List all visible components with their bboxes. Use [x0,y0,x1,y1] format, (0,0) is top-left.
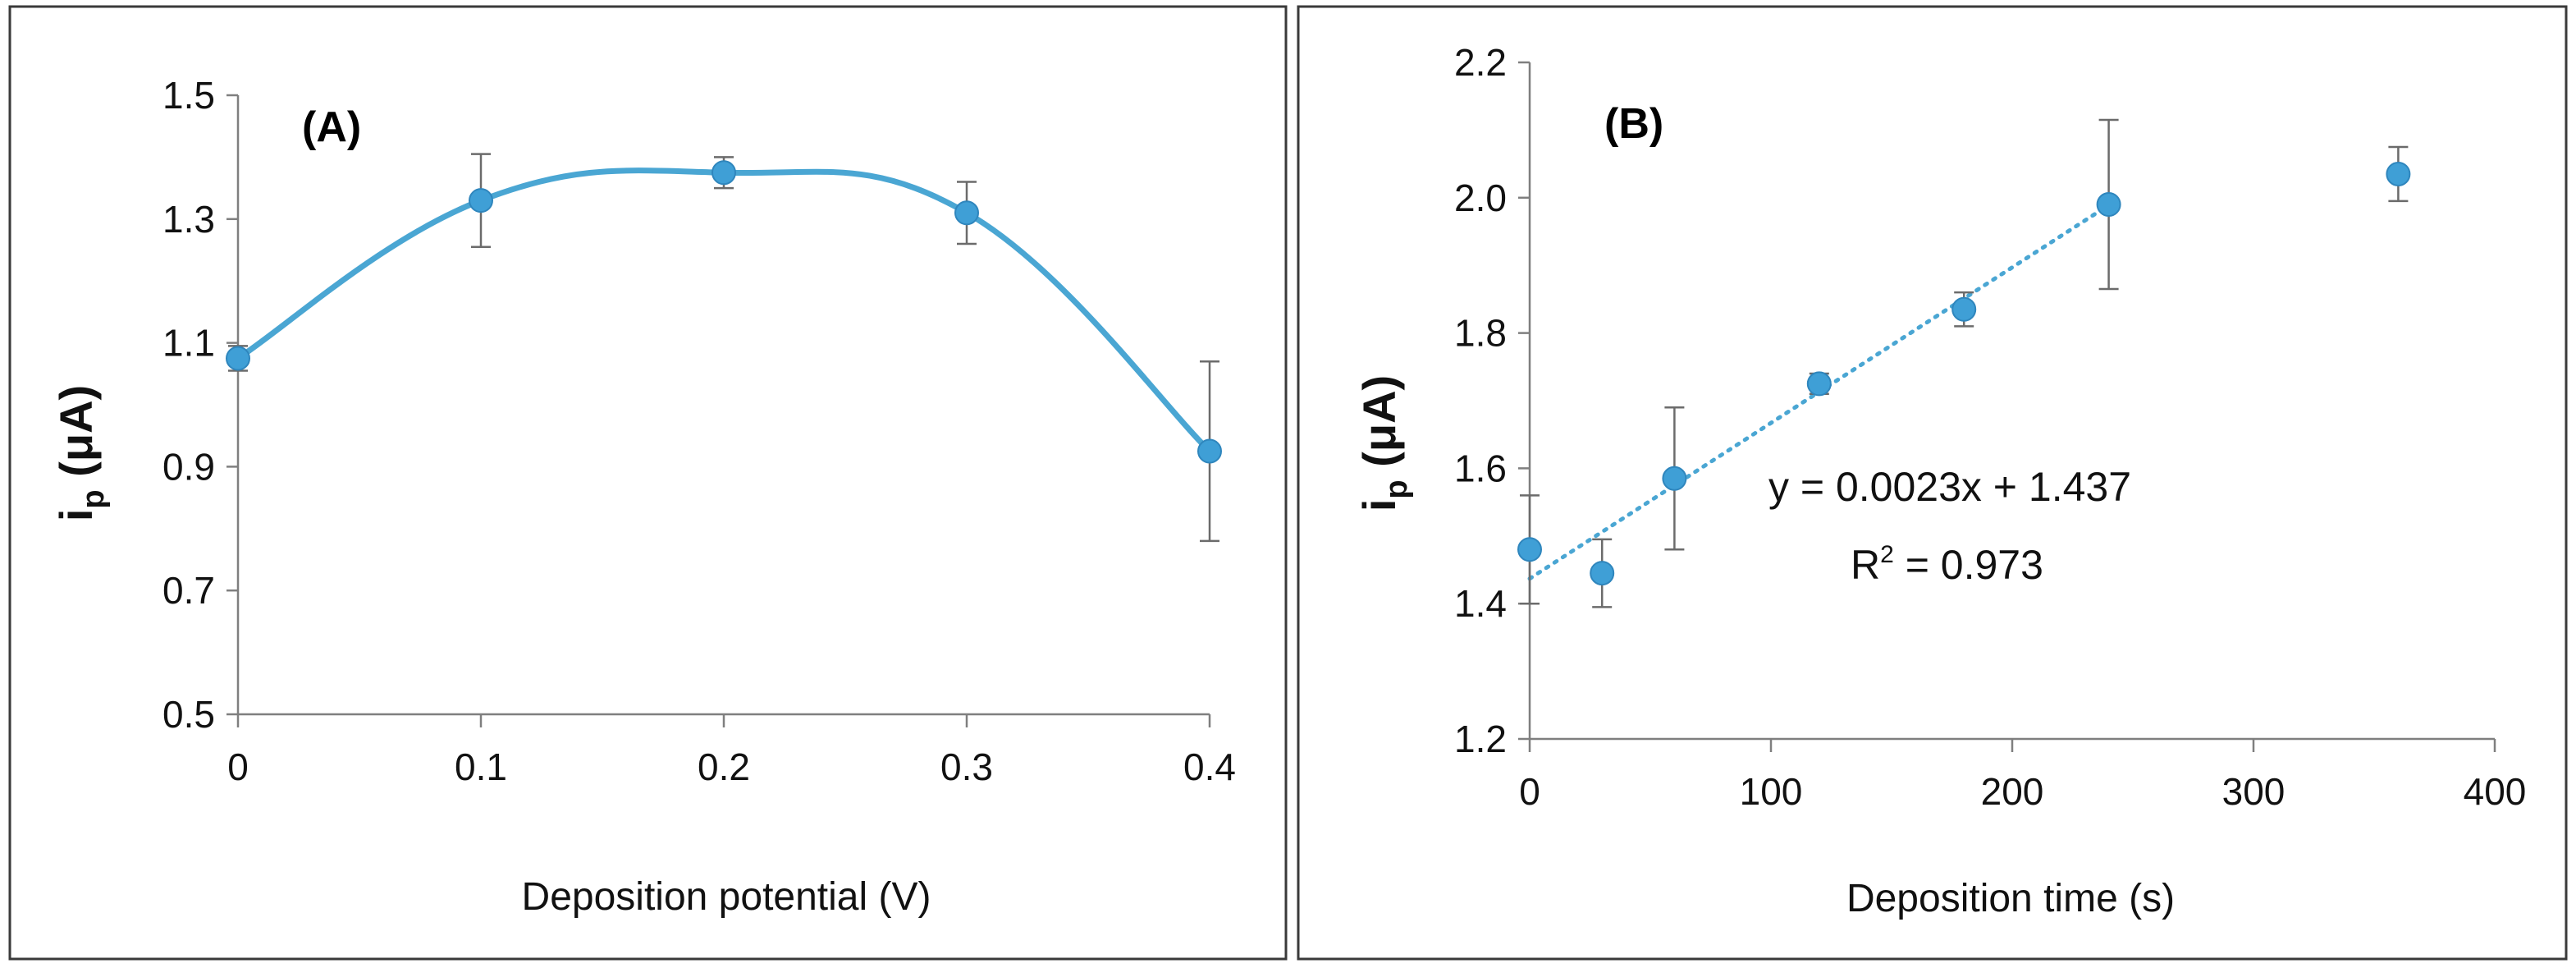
x-tick-label: 0.3 [940,745,993,788]
panel-a: (A) Deposition potential (V) ip (μA) 0.5… [50,74,1236,919]
y-tick-label: 1.8 [1454,312,1507,355]
x-tick-label: 0 [227,745,249,788]
panel-a-ylabel-unit: (μA) [50,385,102,490]
panel-a-frame [8,5,1288,961]
series-line [236,167,1212,454]
x-tick-label: 0.4 [1183,745,1236,788]
x-tick-label: 400 [2464,770,2527,813]
data-point [954,200,979,226]
y-tick-label: 0.9 [162,445,215,488]
panel-a-ylabel-sub: p [76,489,111,508]
data-point [711,160,736,186]
panel-b-label: (B) [1604,100,1663,148]
r-squared-main: R [1851,542,1880,588]
y-tick-label: 1.6 [1454,447,1507,489]
x-tick-label: 0 [1519,770,1540,813]
data-point [1590,561,1615,586]
y-tick-label: 0.7 [162,569,215,612]
x-tick-label: 100 [1740,770,1803,813]
panel-b-x-axis-label: Deposition time (s) [1846,877,2175,920]
data-point [1197,438,1222,464]
data-point [1951,296,1977,322]
data-point [226,346,250,371]
panel-b-ylabel-unit: (μA) [1353,375,1405,480]
y-tick-label: 1.5 [162,74,215,117]
x-tick-label: 300 [2222,770,2285,813]
panel-a-x-axis-label: Deposition potential (V) [522,875,931,919]
x-tick-label: 0.1 [455,745,507,788]
r-squared-label: R2 = 0.973 [1851,541,2043,588]
data-point [2096,192,2121,218]
trendline-equation: y = 0.0023x + 1.437 [1768,464,2131,510]
panel-b-ylabel-sub: p [1380,479,1414,498]
y-tick-label: 1.1 [162,322,215,365]
y-tick-label: 2.0 [1454,177,1507,219]
y-tick-label: 2.2 [1454,41,1507,84]
panel-b-ylabel-main: i [1353,499,1405,512]
data-point [1517,537,1542,562]
data-point [469,188,493,213]
panel-b-frame [1297,5,2568,961]
panel-b-y-axis-label: ip (μA) [1353,375,1414,512]
y-tick-label: 0.5 [162,693,215,736]
y-tick-label: 1.4 [1454,582,1507,625]
r-squared-sup: 2 [1880,541,1894,568]
r-squared-value: = 0.973 [1894,542,2043,588]
y-tick-label: 1.2 [1454,718,1507,760]
data-point [1662,466,1687,491]
panel-a-y-axis-label: ip (μA) [50,385,111,521]
data-point [2386,161,2411,186]
y-tick-label: 1.3 [162,198,215,241]
x-tick-label: 200 [1981,770,2044,813]
data-point [1806,371,1832,397]
panel-b: (B) Deposition time (s) ip (μA) y = 0.00… [1353,41,2526,920]
panel-a-ylabel-main: i [50,509,102,522]
panel-a-label: (A) [302,103,361,151]
x-tick-label: 0.2 [698,745,750,788]
